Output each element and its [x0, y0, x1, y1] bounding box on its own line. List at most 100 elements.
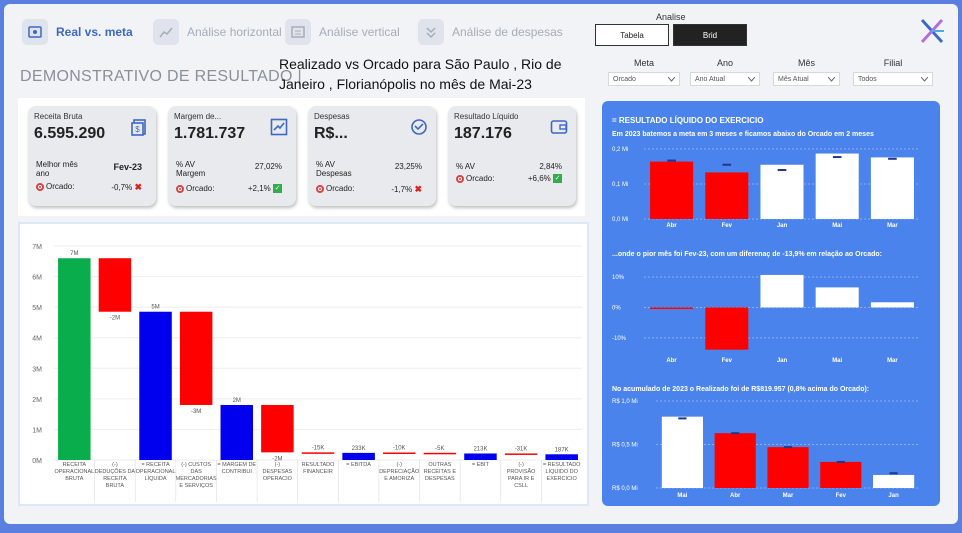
waterfall-bar — [545, 454, 578, 460]
chart2-title: ...onde o pior mês foi Fev-23, com um di… — [612, 251, 882, 258]
filter-label: Filial — [883, 58, 903, 68]
x-tick-label: Mar — [783, 493, 794, 499]
y-tick-label: 0M — [32, 458, 42, 465]
bar — [870, 157, 914, 219]
bar — [815, 287, 859, 308]
x-tick-label: RESULTADO — [302, 462, 336, 468]
kpi-value: R$... — [314, 125, 348, 142]
bar — [705, 307, 749, 350]
data-label: 5M — [151, 305, 159, 311]
filter-mes-select[interactable]: Mês Atual — [773, 72, 840, 86]
filter-meta[interactable]: Meta Orcado — [608, 58, 680, 86]
waterfall-bar — [220, 404, 254, 460]
x-tick-label: Mai — [832, 223, 842, 229]
chevron-double-icon — [418, 19, 444, 45]
y-tick-label: R$ 0,0 Mi — [612, 486, 638, 492]
nav-analise-horizontal[interactable]: Análise horizontal — [153, 18, 282, 46]
filter-mes[interactable]: Mês Mês Atual — [773, 58, 840, 86]
close-icon: ✖ — [134, 182, 142, 192]
x-tick-label: (-) CUSTOS — [181, 462, 211, 468]
chevron-down-icon — [921, 76, 928, 82]
x-tick-label: E AMORIZA — [384, 476, 414, 482]
y-tick-label: 4M — [32, 336, 42, 343]
waterfall-bar — [58, 258, 91, 460]
kpi-row1-value: Fev-23 — [113, 162, 142, 172]
waterfall-bar — [179, 311, 213, 405]
y-tick-label: 0,2 Mi — [612, 147, 628, 153]
filter-label: Ano — [716, 58, 733, 68]
kpi-row1-value: 2,84% — [539, 162, 562, 171]
kpi-row1-label: % AV — [456, 162, 475, 171]
check-icon: ✓ — [273, 184, 282, 194]
x-tick-label: LÍQUIDO DO — [545, 468, 578, 475]
y-tick-label: 7M — [32, 244, 42, 251]
x-tick-label: = RECEITA — [141, 462, 170, 468]
x-tick-label: = EBITDA — [346, 462, 371, 468]
waterfall-bar — [139, 311, 172, 460]
close-icon: ✖ — [414, 184, 422, 194]
nav-analise-vertical[interactable]: Análise vertical — [285, 18, 400, 46]
money-icon — [22, 19, 48, 45]
bar — [650, 307, 694, 309]
kpi-title: Receita Bruta — [34, 112, 83, 121]
brid-button[interactable]: Brid — [673, 24, 747, 46]
kpi-row2-value: +2,1% ✓ — [247, 184, 282, 194]
kpi-value: 187.176 — [454, 125, 512, 142]
kpi-row1-label: % AV Margem — [176, 160, 206, 178]
kpi-row2-value: -0,7% ✖ — [111, 182, 142, 192]
kpi-card-resultado: Resultado Líquido 187.176 % AV 2,84% Orc… — [448, 106, 576, 206]
target-icon — [456, 174, 464, 183]
filter-ano-select[interactable]: Ano Atual — [690, 72, 760, 86]
target-icon — [176, 184, 184, 193]
target-icon — [36, 182, 44, 191]
chart-vertical-icon — [285, 19, 311, 45]
x-tick-label: CONTRIBUI — [222, 469, 253, 475]
x-tick-label: Mar — [887, 358, 898, 364]
data-label: 187K — [555, 447, 569, 453]
nav-label: Análise horizontal — [187, 25, 282, 39]
bar — [760, 274, 804, 308]
x-tick-label: Jan — [777, 358, 788, 364]
data-label: -31K — [515, 446, 528, 452]
kpi-card-margem: Margem de... 1.781.737 % AV Margem 27,02… — [168, 106, 296, 206]
bar — [705, 172, 749, 219]
x-tick-label: MERCADORIAS — [176, 476, 217, 482]
kpi-title: Margem de... — [174, 112, 222, 121]
kpi-row1-value: 23,25% — [394, 162, 422, 171]
kpi-row1-label: Melhor mês ano — [36, 160, 78, 178]
tabela-button[interactable]: Tabela — [595, 24, 669, 46]
kpi-row2-value: +6,6% ✓ — [527, 174, 562, 184]
x-tick-label: Abr — [666, 358, 677, 364]
data-label: -10K — [393, 446, 406, 452]
analise-title: Analise — [656, 12, 686, 22]
waterfall-bar — [301, 452, 335, 454]
y-tick-label: R$ 0,5 Mi — [612, 443, 638, 449]
kpi-value: 6.595.290 — [34, 125, 106, 142]
x-tick-label: Mar — [887, 223, 898, 229]
filter-ano[interactable]: Ano Ano Atual — [690, 58, 760, 86]
waterfall-chart: 0M1M2M3M4M5M6M7M7MRECEITAOPERACIONALBRUT… — [32, 244, 582, 502]
data-label: 2M — [233, 398, 241, 404]
x-tick-label: (-) — [518, 462, 524, 468]
filter-filial-select[interactable]: Todos — [853, 72, 933, 86]
x-tick-label: DESPESAS — [263, 469, 293, 475]
nav-analise-despesas[interactable]: Análise de despesas — [418, 18, 563, 46]
kpi-card-receita: Receita Bruta 6.595.290 $ Melhor mês ano… — [28, 106, 156, 206]
x-tick-label: E SERVIÇOS — [179, 483, 213, 489]
y-tick-label: R$ 1,0 Mi — [612, 399, 638, 405]
y-tick-label: 1M — [32, 427, 42, 434]
x-tick-label: = EBIT — [472, 462, 490, 468]
nav-real-vs-meta[interactable]: Real vs. meta — [22, 18, 133, 46]
filter-value: Ano Atual — [695, 75, 725, 83]
data-label: -2M — [110, 316, 120, 322]
x-tick-label: EXERCICIO — [547, 476, 578, 482]
filter-meta-select[interactable]: Orcado — [608, 72, 680, 86]
panel-title: = RESULTADO LÍQUIDO DO EXERCICIO — [612, 116, 764, 125]
chevron-down-icon — [828, 76, 835, 82]
logo-icon — [920, 18, 944, 44]
x-tick-label: PARA IR E — [508, 476, 535, 482]
data-label: -5K — [435, 446, 444, 452]
filter-filial[interactable]: Filial Todos — [853, 58, 933, 86]
x-tick-label: (-) — [112, 462, 118, 468]
bar — [815, 153, 859, 219]
